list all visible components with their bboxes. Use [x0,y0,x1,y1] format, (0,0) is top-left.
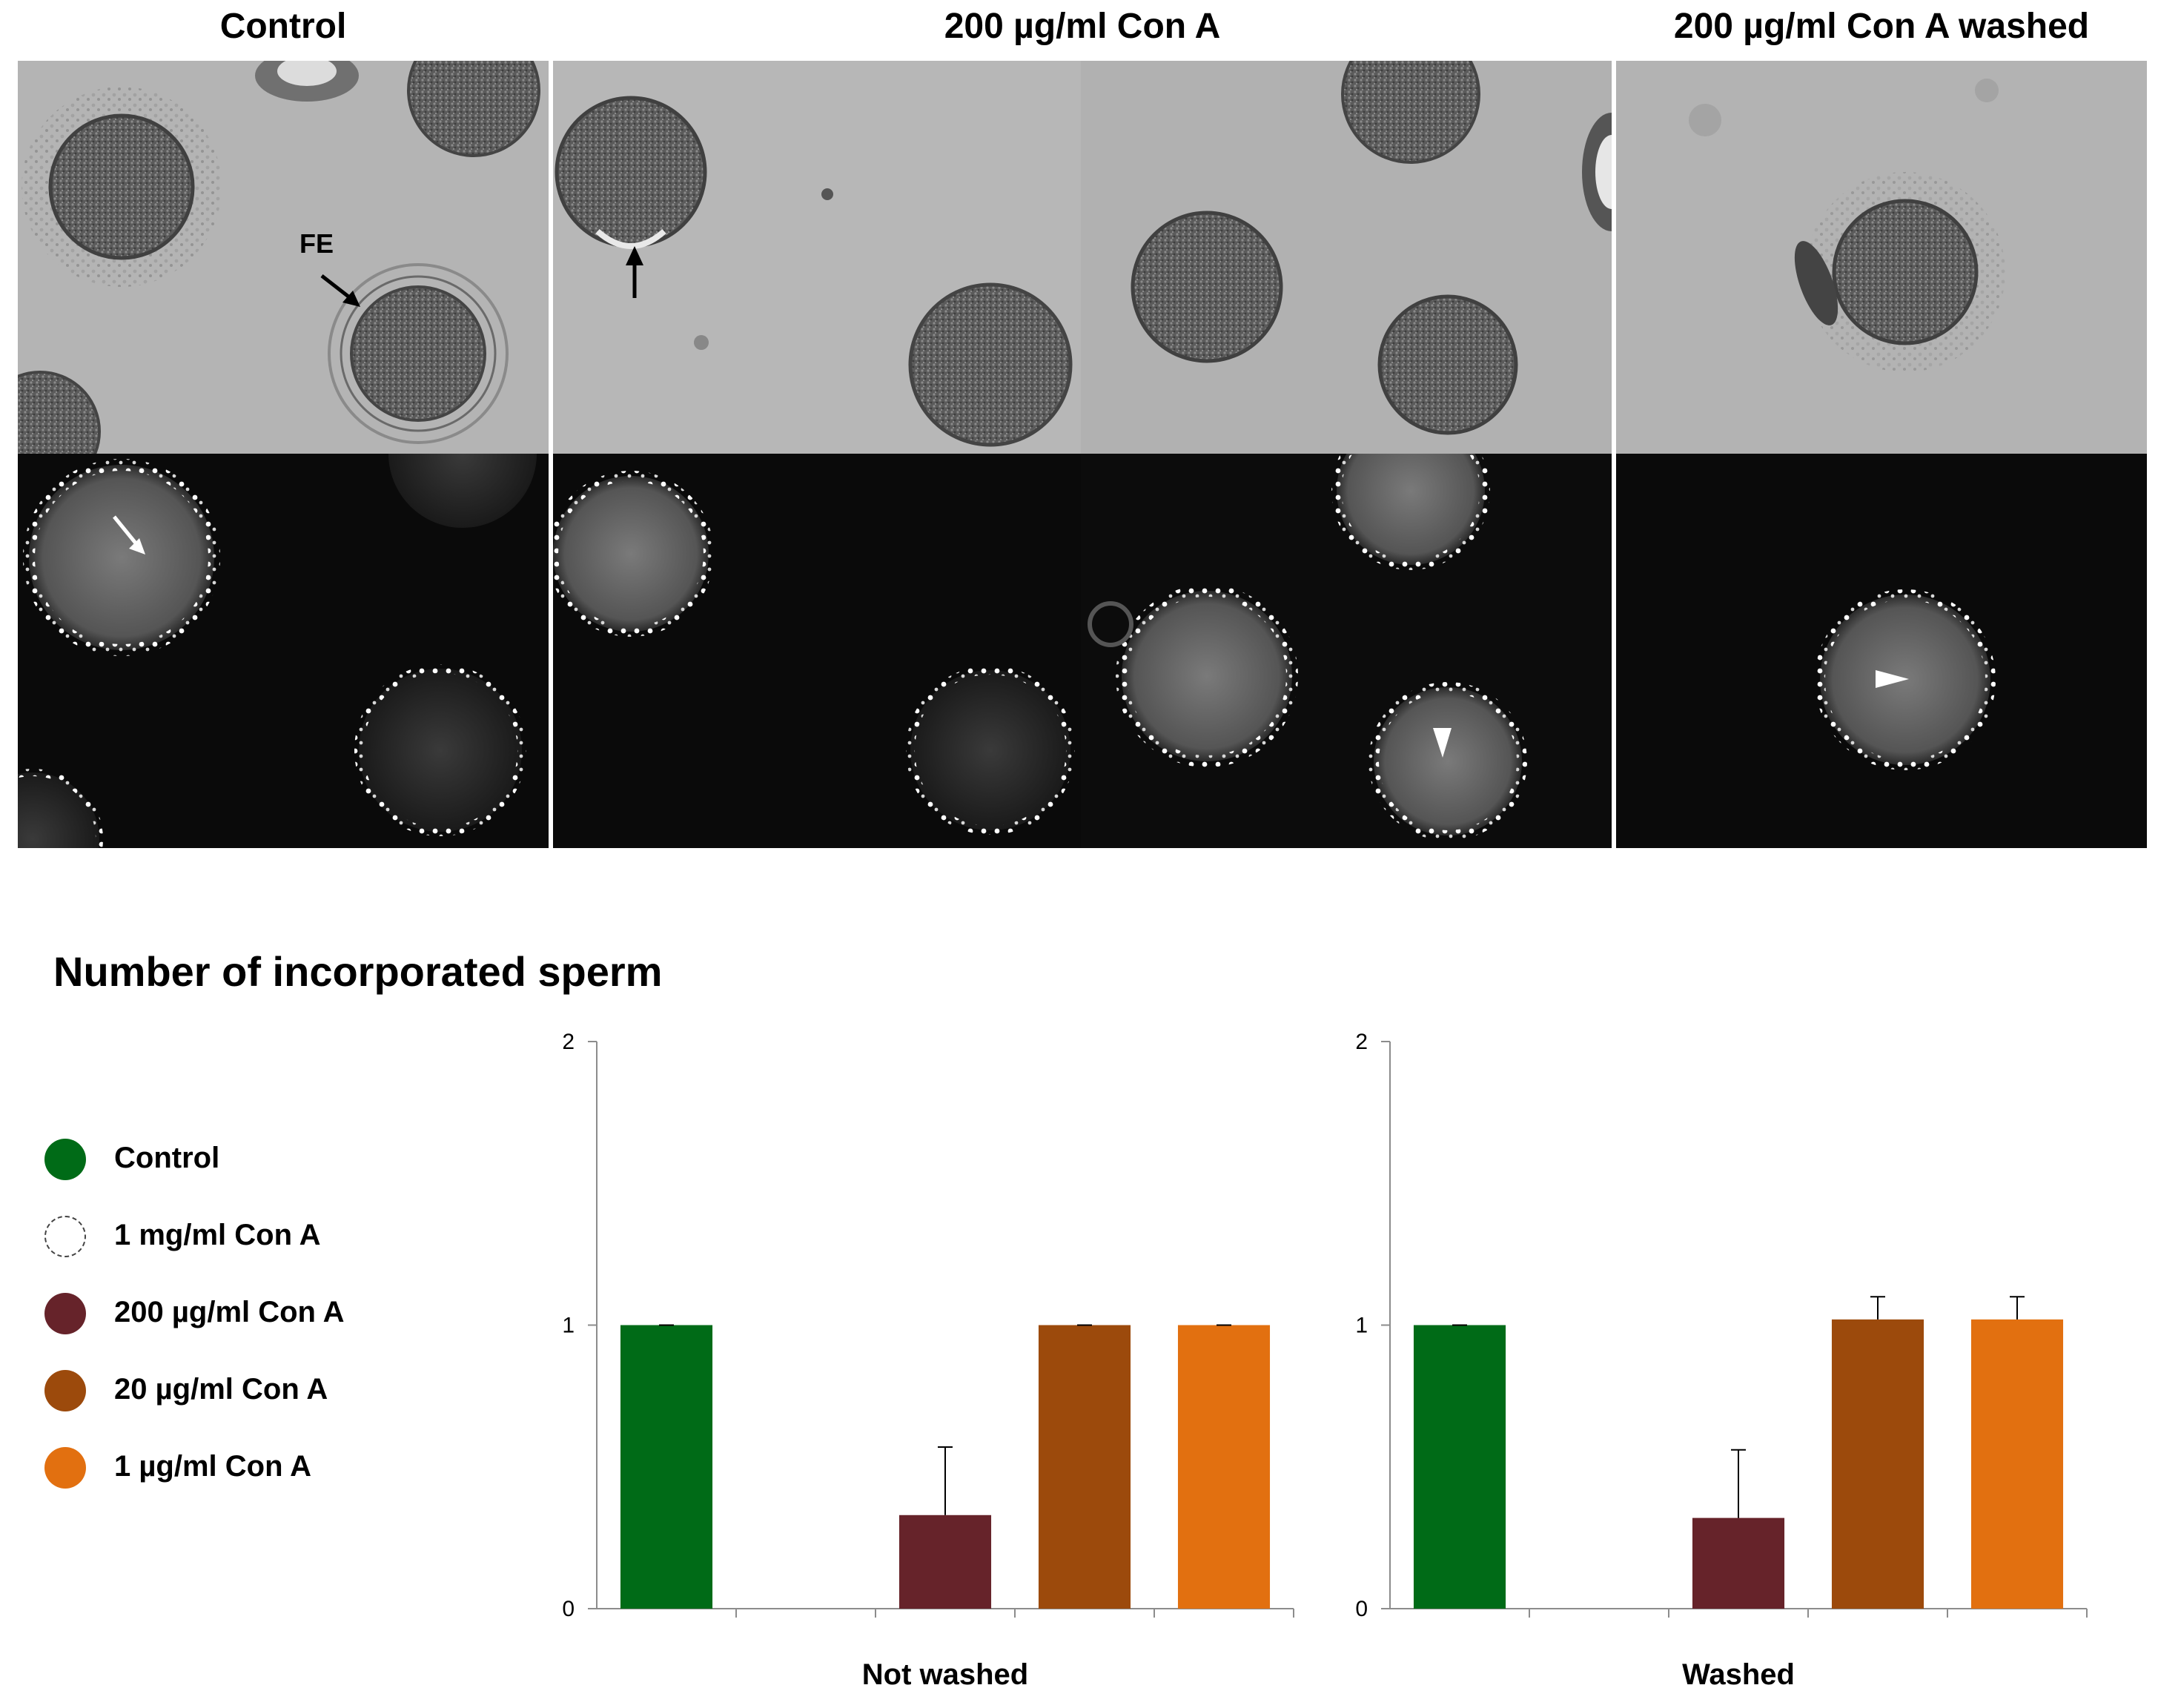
legend-swatch-control [44,1139,86,1180]
group-label: Not washed [862,1658,1028,1691]
group-label: Washed [1682,1658,1795,1691]
bar-control [620,1325,713,1609]
panel-title-con-a-washed: 200 µg/ml Con A washed [1673,7,2090,46]
legend-label: 1 µg/ml Con A [114,1450,312,1483]
legend-label: 200 µg/ml Con A [114,1296,345,1328]
brightfield-con-a-2 [1081,61,1612,454]
bar-control [1413,1325,1506,1609]
y-tick-label: 1 [1355,1314,1368,1338]
legend-swatch-20ug [44,1370,86,1411]
legend-label: 1 mg/ml Con A [114,1219,321,1251]
y-tick-label: 1 [562,1314,575,1338]
bar-200-g-ml-con-a [1692,1517,1785,1609]
legend-swatch-1ug [44,1447,86,1489]
panel-title-control: Control [219,7,347,46]
brightfield-con-a-1 [553,61,1081,454]
bar-20-g-ml-con-a [1038,1325,1131,1609]
y-tick-label: 2 [562,1030,575,1054]
panel-title-con-a: 200 µg/ml Con A [944,7,1221,46]
legend-label: 20 µg/ml Con A [114,1373,328,1406]
bar-20-g-ml-con-a [1831,1319,1924,1609]
brightfield-control: FE [18,61,549,454]
fluorescence-con-a-washed [1616,454,2147,848]
y-tick-label: 2 [1355,1030,1368,1054]
chart-title: Number of incorporated sperm [53,948,663,995]
legend-swatch-1mg [44,1216,86,1257]
fluorescence-control [18,454,549,848]
fluorescence-con-a-1 [553,454,1081,848]
y-tick-label: 0 [1355,1597,1368,1621]
bar-200-g-ml-con-a [898,1515,992,1609]
y-tick-label: 0 [562,1597,575,1621]
legend-swatch-200ug [44,1293,86,1334]
bar-1-g-ml-con-a [1177,1325,1271,1609]
bar-1-g-ml-con-a [1970,1319,2064,1609]
fluorescence-con-a-2 [1081,454,1612,848]
brightfield-con-a-washed [1616,61,2147,454]
legend-label: Control [114,1142,220,1174]
fe-annotation: FE [299,228,334,259]
